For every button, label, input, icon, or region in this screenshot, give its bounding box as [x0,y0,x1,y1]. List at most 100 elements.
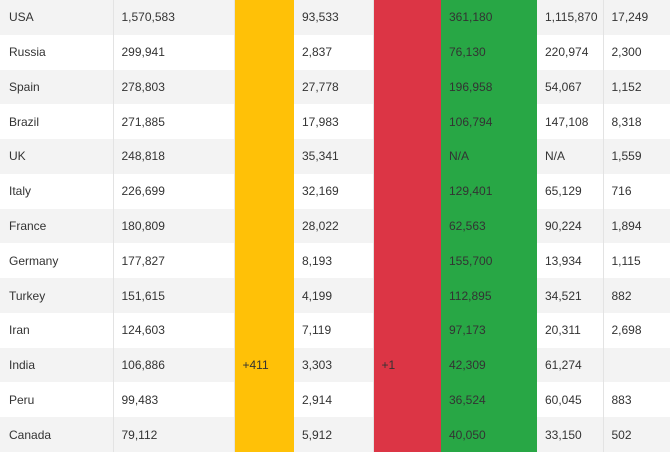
active-cases-cell: 65,129 [537,173,604,209]
recovered-cell: 112,895 [441,278,537,313]
new-deaths-cell [373,417,441,452]
active-cases-cell: 33,150 [537,417,604,452]
serious-critical-cell: 882 [603,278,670,313]
total-deaths-cell: 27,778 [294,69,374,105]
recovered-cell: 97,173 [441,312,537,348]
table-row: Iran 124,603 7,119 97,173 20,311 2,698 [0,312,670,348]
new-cases-cell [234,0,294,35]
active-cases-cell: 13,934 [537,243,604,279]
total-cases-cell: 99,483 [113,382,235,418]
total-cases-cell: 248,818 [113,139,235,174]
country-cell: Russia [0,34,114,70]
new-cases-cell [234,312,294,348]
new-cases-cell [234,208,294,244]
new-cases-cell: +411 [234,347,294,383]
country-cell: Iran [0,312,114,348]
active-cases-cell: 60,045 [537,382,604,418]
active-cases-cell: 220,974 [537,34,604,70]
new-deaths-cell [373,104,441,140]
table-row: Turkey 151,615 4,199 112,895 34,521 882 [0,278,670,313]
total-cases-cell: 226,699 [113,173,235,209]
active-cases-cell: 34,521 [537,278,604,313]
new-deaths-cell [373,34,441,70]
total-cases-cell: 79,112 [113,417,235,452]
new-deaths-cell [373,382,441,418]
total-cases-cell: 177,827 [113,243,235,279]
serious-critical-cell: 883 [603,382,670,418]
new-cases-cell [234,243,294,279]
total-deaths-cell: 35,341 [294,139,374,174]
table-row: India 106,886 +411 3,303 +1 42,309 61,274 [0,347,670,383]
recovered-cell: N/A [441,139,537,174]
total-cases-cell: 151,615 [113,278,235,313]
country-cell: Brazil [0,104,114,140]
total-deaths-cell: 7,119 [294,312,374,348]
new-deaths-cell [373,139,441,174]
serious-critical-cell: 8,318 [603,104,670,140]
country-cell: Peru [0,382,114,418]
total-deaths-cell: 17,983 [294,104,374,140]
country-cell: France [0,208,114,244]
country-cell: Spain [0,69,114,105]
serious-critical-cell: 502 [603,417,670,452]
new-deaths-cell [373,69,441,105]
new-deaths-cell [373,243,441,279]
active-cases-cell: 147,108 [537,104,604,140]
table-row: Russia 299,941 2,837 76,130 220,974 2,300 [0,34,670,70]
new-cases-cell [234,382,294,418]
recovered-cell: 76,130 [441,34,537,70]
table-row: UK 248,818 35,341 N/A N/A 1,559 [0,139,670,174]
recovered-cell: 106,794 [441,104,537,140]
total-deaths-cell: 4,199 [294,278,374,313]
country-cell: Turkey [0,278,114,313]
total-deaths-cell: 32,169 [294,173,374,209]
recovered-cell: 42,309 [441,347,537,383]
table-row: Italy 226,699 32,169 129,401 65,129 716 [0,173,670,209]
serious-critical-cell [603,347,670,383]
total-cases-cell: 124,603 [113,312,235,348]
country-cell: Germany [0,243,114,279]
active-cases-cell: 61,274 [537,347,604,383]
serious-critical-cell: 1,559 [603,139,670,174]
total-cases-cell: 299,941 [113,34,235,70]
total-cases-cell: 180,809 [113,208,235,244]
active-cases-cell: 1,115,870 [537,0,604,35]
serious-critical-cell: 1,115 [603,243,670,279]
total-deaths-cell: 5,912 [294,417,374,452]
serious-critical-cell: 716 [603,173,670,209]
table-row: France 180,809 28,022 62,563 90,224 1,894 [0,208,670,244]
total-cases-cell: 106,886 [113,347,235,383]
country-cell: UK [0,139,114,174]
total-cases-cell: 278,803 [113,69,235,105]
country-cell: Canada [0,417,114,452]
total-deaths-cell: 3,303 [294,347,374,383]
recovered-cell: 40,050 [441,417,537,452]
new-cases-cell [234,69,294,105]
serious-critical-cell: 1,152 [603,69,670,105]
table-row: Germany 177,827 8,193 155,700 13,934 1,115 [0,243,670,279]
total-deaths-cell: 2,837 [294,34,374,70]
new-cases-cell [234,417,294,452]
serious-critical-cell: 2,698 [603,312,670,348]
new-deaths-cell [373,208,441,244]
new-deaths-cell [373,312,441,348]
total-deaths-cell: 2,914 [294,382,374,418]
total-cases-cell: 1,570,583 [113,0,235,35]
total-deaths-cell: 28,022 [294,208,374,244]
serious-critical-cell: 17,249 [603,0,670,35]
active-cases-cell: 90,224 [537,208,604,244]
new-cases-cell [234,139,294,174]
country-cell: USA [0,0,114,35]
new-cases-cell [234,278,294,313]
new-cases-cell [234,34,294,70]
new-deaths-cell [373,173,441,209]
table-row: Brazil 271,885 17,983 106,794 147,108 8,318 [0,104,670,140]
new-deaths-cell: +1 [373,347,441,383]
table-row: USA 1,570,583 93,533 361,180 1,115,870 17,249 [0,0,670,35]
recovered-cell: 196,958 [441,69,537,105]
recovered-cell: 62,563 [441,208,537,244]
active-cases-cell: N/A [537,139,604,174]
table-row: Peru 99,483 2,914 36,524 60,045 883 [0,382,670,418]
